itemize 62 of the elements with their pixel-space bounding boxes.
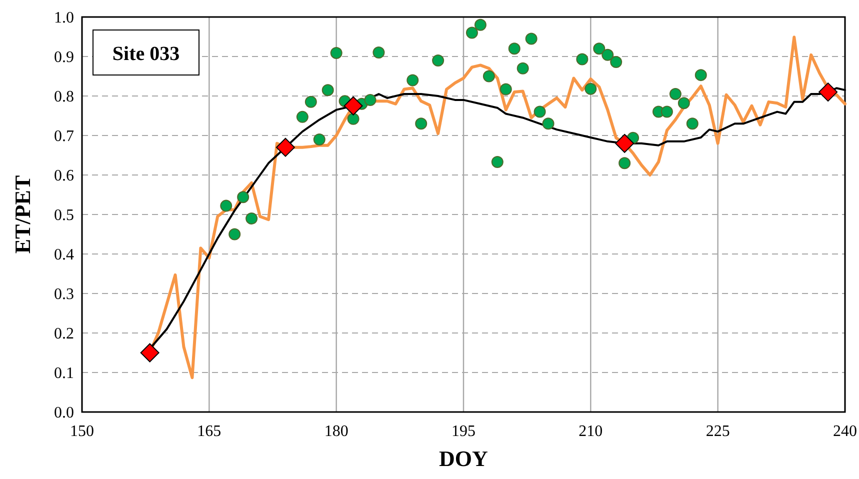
point	[415, 118, 428, 130]
point	[482, 70, 495, 82]
point	[508, 42, 520, 55]
point	[220, 200, 232, 212]
point	[818, 82, 838, 102]
point	[330, 46, 342, 59]
point	[246, 212, 258, 224]
point	[296, 110, 308, 123]
point	[694, 69, 707, 82]
point	[344, 96, 363, 116]
point	[406, 74, 419, 86]
point	[304, 96, 317, 108]
y-tick-label: 0.9	[54, 49, 74, 66]
y-tick-label: 0.7	[54, 128, 74, 146]
point	[347, 112, 360, 125]
y-tick-label: 0.3	[54, 286, 74, 304]
y-tick-label: 0.6	[54, 168, 74, 185]
point	[686, 118, 698, 130]
point	[364, 94, 376, 106]
point	[228, 228, 241, 240]
point	[491, 156, 504, 168]
y-tick-label: 0.2	[54, 326, 74, 343]
x-tick-label: 240	[833, 423, 857, 440]
point	[372, 46, 385, 59]
x-tick-label: 150	[70, 423, 94, 440]
point	[140, 343, 160, 362]
y-tick-label: 0.4	[54, 246, 74, 264]
point	[516, 62, 529, 74]
point	[618, 157, 631, 170]
x-tick-label: 210	[578, 423, 603, 440]
y-tick-label: 1.0	[54, 10, 74, 27]
point	[542, 118, 554, 130]
point	[610, 56, 622, 68]
y-tick-label: 0.1	[54, 365, 74, 382]
point	[276, 138, 295, 157]
x-tick-label: 225	[706, 423, 730, 440]
point	[474, 18, 486, 31]
point	[237, 191, 250, 204]
point	[500, 83, 512, 96]
point	[525, 32, 538, 45]
point	[615, 134, 634, 153]
x-tick-label: 195	[452, 423, 476, 440]
x-tick-label: 165	[197, 423, 222, 440]
point	[432, 54, 444, 66]
point	[593, 42, 606, 55]
point	[322, 84, 334, 96]
y-tick-label: 0.8	[54, 88, 74, 106]
point	[602, 48, 614, 61]
point	[534, 106, 546, 118]
point	[466, 26, 478, 39]
point	[576, 53, 588, 66]
y-axis-title: ET/PET	[10, 175, 35, 254]
x-axis-title: DOY	[439, 446, 488, 471]
point	[660, 106, 673, 118]
x-tick-label: 180	[324, 423, 348, 440]
y-tick-label: 0.0	[54, 404, 74, 422]
point	[584, 82, 597, 95]
annotation: Site 033	[112, 43, 180, 65]
point	[313, 133, 326, 146]
point	[678, 97, 690, 110]
point	[669, 88, 682, 100]
y-tick-label: 0.5	[54, 207, 74, 224]
